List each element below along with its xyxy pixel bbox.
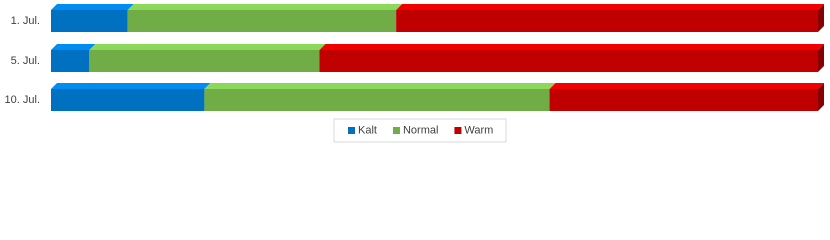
bar xyxy=(549,89,818,111)
bar-side xyxy=(818,83,824,111)
y-tick-label: 1. Jul. xyxy=(11,15,40,27)
legend-label: Kalt xyxy=(358,124,377,136)
y-tick-label: 10. Jul. xyxy=(5,94,40,106)
bar xyxy=(51,10,128,32)
bar xyxy=(127,10,397,32)
legend-box xyxy=(333,118,507,143)
bar-side xyxy=(818,44,824,72)
legend-label: Warm xyxy=(464,124,493,136)
page: {"chart_data": {"type": "bar", "orientat… xyxy=(4,4,824,143)
chart: 1. Jul. 5. Jul. 10. Jul. Kalt Normal Warm xyxy=(5,4,824,143)
bar xyxy=(89,50,320,72)
bar xyxy=(51,50,90,72)
bar-top xyxy=(549,83,824,89)
bar xyxy=(319,50,818,72)
legend-swatch xyxy=(392,127,400,134)
y-tick-label: 5. Jul. xyxy=(11,55,40,67)
bar-top xyxy=(204,83,556,89)
bar-top xyxy=(51,44,96,50)
bar xyxy=(204,89,550,111)
bar xyxy=(51,89,205,111)
bar-top xyxy=(51,83,211,89)
legend-label: Normal xyxy=(403,124,438,136)
bar-top xyxy=(396,4,824,10)
bar-top xyxy=(89,44,326,50)
legend-swatch xyxy=(348,127,355,134)
bar-top xyxy=(51,4,134,10)
bar xyxy=(396,10,818,32)
bar-side xyxy=(818,4,824,32)
legend-swatch xyxy=(454,127,462,134)
bar-top xyxy=(319,44,824,50)
bar-top xyxy=(127,4,403,10)
